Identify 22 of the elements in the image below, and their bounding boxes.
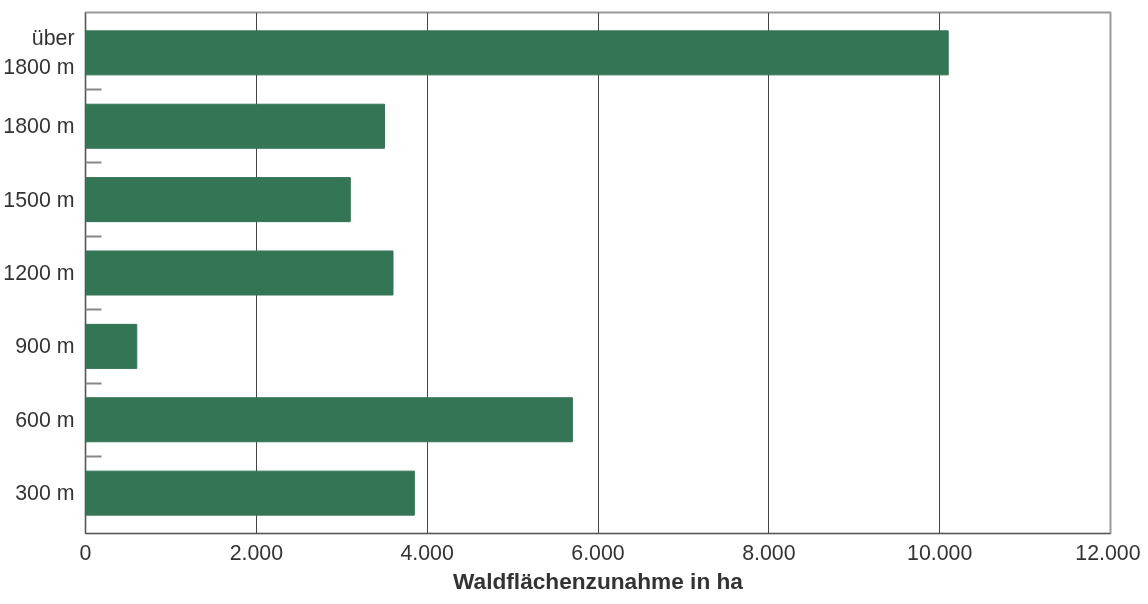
bar (85, 177, 351, 223)
x-tick-label: 0 (79, 540, 92, 565)
y-tick-label: 300 m (15, 481, 75, 506)
x-tick-label: 8.000 (742, 540, 796, 565)
bar (85, 30, 949, 76)
y-tick-label: 1500 m (3, 187, 75, 212)
bar (85, 397, 573, 443)
x-tick-label: 10.000 (907, 540, 973, 565)
bar (85, 470, 415, 516)
bar (85, 323, 138, 369)
y-tick-label: 1200 m (3, 261, 75, 285)
y-tick-label: über 1800 m (3, 26, 75, 80)
bar (85, 103, 385, 149)
x-tick-label: 2.000 (229, 540, 284, 565)
x-axis-title: Waldflächenzunahme in ha (453, 567, 744, 594)
x-tick-label: 4.000 (400, 540, 454, 565)
x-tick-label: 6.000 (571, 540, 625, 565)
bar (85, 250, 394, 296)
y-tick-label: 1800 m (3, 114, 75, 139)
y-tick-label: 600 m (15, 407, 75, 432)
x-tick-label: 12.000 (1075, 540, 1141, 565)
y-tick-label: 900 m (15, 334, 75, 359)
